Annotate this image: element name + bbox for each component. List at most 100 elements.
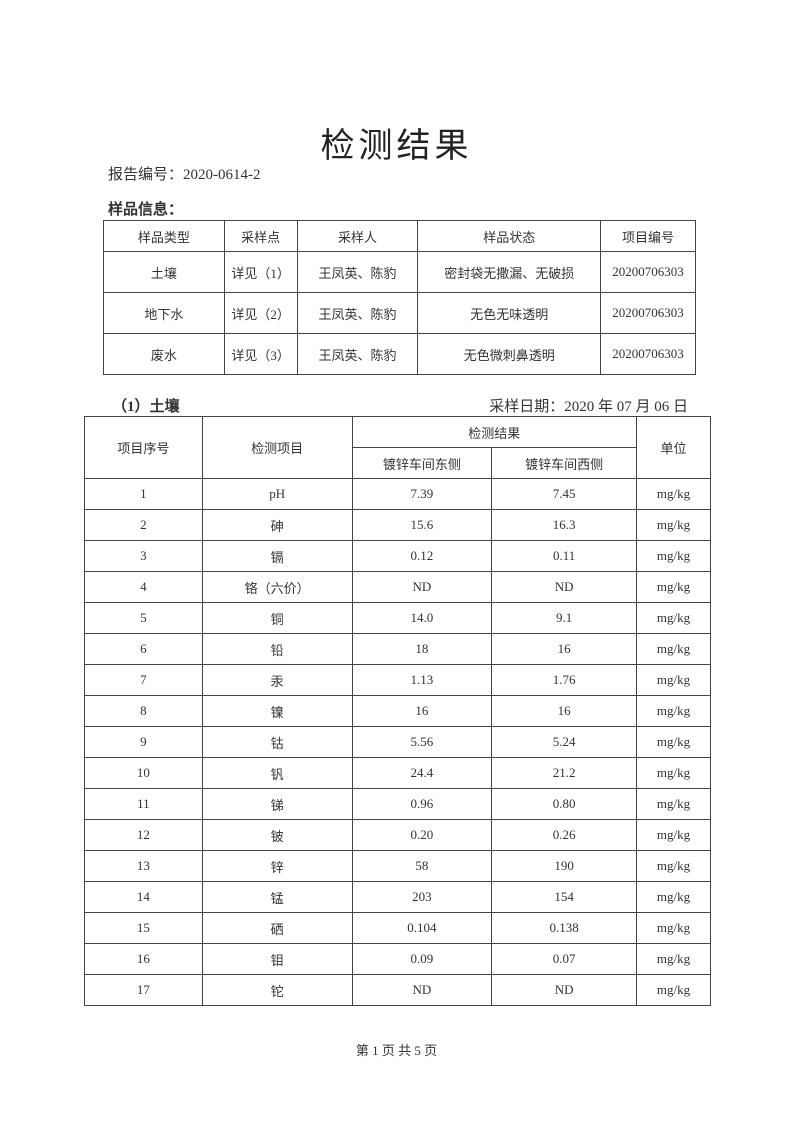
table-cell: 王凤英、陈豹	[296, 333, 419, 375]
table-cell: 5	[84, 602, 203, 634]
page-footer: 第 1 页 共 5 页	[355, 1043, 438, 1058]
table-cell: mg/kg	[636, 881, 711, 913]
table-row: 地下水 详见（2） 王凤英、陈豹 无色无味透明 20200706303	[103, 292, 696, 334]
table-cell: 15	[84, 912, 203, 944]
table-cell: 镍	[201, 695, 353, 727]
table-row: 1 pH 7.39 7.45 mg/kg	[84, 478, 711, 510]
table-cell: 地下水	[103, 292, 225, 334]
table-cell: 无色无味透明	[417, 292, 602, 334]
sample-header-cell: 样品类型	[103, 220, 225, 252]
table-cell: 废水	[103, 333, 225, 375]
table-cell: 20200706303	[600, 333, 696, 375]
table-row: 2 砷 15.6 16.3 mg/kg	[84, 509, 711, 541]
table-cell: 16	[491, 633, 638, 665]
table-cell: 钼	[201, 943, 353, 975]
section-label: （1）土壤	[112, 399, 180, 415]
table-cell: 0.80	[491, 788, 638, 820]
table-cell: 1.76	[491, 664, 638, 696]
table-cell: 王凤英、陈豹	[296, 251, 419, 293]
header-item: 检测项目	[201, 416, 353, 479]
table-cell: 16.3	[491, 509, 638, 541]
table-cell: 5.56	[351, 726, 493, 758]
table-cell: 1.13	[351, 664, 493, 696]
table-cell: 0.11	[491, 540, 638, 572]
table-cell: mg/kg	[636, 571, 711, 603]
sample-header-cell: 采样人	[296, 220, 419, 252]
table-cell: 154	[491, 881, 638, 913]
table-cell: 4	[84, 571, 203, 603]
table-cell: 钴	[201, 726, 353, 758]
table-cell: mg/kg	[636, 943, 711, 975]
table-cell: 9	[84, 726, 203, 758]
header-results: 检测结果	[351, 416, 638, 448]
table-cell: mg/kg	[636, 912, 711, 944]
table-cell: mg/kg	[636, 757, 711, 789]
table-cell: 7	[84, 664, 203, 696]
sample-table-header: 样品类型 采样点 采样人 样品状态 项目编号	[103, 220, 696, 252]
table-cell: 2	[84, 509, 203, 541]
table-cell: mg/kg	[636, 664, 711, 696]
table-row: 6 铅 18 16 mg/kg	[84, 633, 711, 665]
table-cell: mg/kg	[636, 850, 711, 882]
table-cell: 0.138	[491, 912, 638, 944]
table-cell: 24.4	[351, 757, 493, 789]
table-cell: 20200706303	[600, 251, 696, 293]
table-cell: 15.6	[351, 509, 493, 541]
table-cell: 锑	[201, 788, 353, 820]
page-title: 检测结果	[320, 128, 473, 165]
report-number: 报告编号：2020-0614-2	[108, 167, 261, 183]
table-cell: 密封袋无撒漏、无破损	[417, 251, 602, 293]
table-cell: 0.07	[491, 943, 638, 975]
table-cell: ND	[351, 571, 493, 603]
table-cell: 14	[84, 881, 203, 913]
table-cell: mg/kg	[636, 509, 711, 541]
table-cell: 11	[84, 788, 203, 820]
table-cell: 8	[84, 695, 203, 727]
header-unit: 单位	[636, 416, 711, 479]
table-row: 8 镍 16 16 mg/kg	[84, 695, 711, 727]
table-cell: 17	[84, 974, 203, 1006]
header-east: 镀锌车间东侧	[351, 447, 493, 479]
sample-info-label: 样品信息：	[108, 202, 184, 218]
table-cell: 21.2	[491, 757, 638, 789]
table-cell: 锌	[201, 850, 353, 882]
table-cell: 铍	[201, 819, 353, 851]
table-cell: 锰	[201, 881, 353, 913]
sample-header-cell: 采样点	[223, 220, 298, 252]
table-cell: 详见（3）	[223, 333, 298, 375]
table-cell: 3	[84, 540, 203, 572]
table-row: 5 铜 14.0 9.1 mg/kg	[84, 602, 711, 634]
table-cell: mg/kg	[636, 602, 711, 634]
results-table: 项目序号 检测项目 检测结果 单位 镀锌车间东侧 镀锌车间西侧 1 pH 7.39 7…	[84, 416, 711, 1006]
table-cell: mg/kg	[636, 974, 711, 1006]
sample-header-cell: 样品状态	[417, 220, 602, 252]
table-cell: 0.12	[351, 540, 493, 572]
table-row: 9 钴 5.56 5.24 mg/kg	[84, 726, 711, 758]
table-row: 3 镉 0.12 0.11 mg/kg	[84, 540, 711, 572]
table-cell: 16	[351, 695, 493, 727]
table-cell: 9.1	[491, 602, 638, 634]
table-cell: pH	[201, 478, 353, 510]
table-cell: 18	[351, 633, 493, 665]
table-cell: 58	[351, 850, 493, 882]
table-cell: 5.24	[491, 726, 638, 758]
table-cell: 14.0	[351, 602, 493, 634]
table-cell: mg/kg	[636, 819, 711, 851]
table-cell: 0.96	[351, 788, 493, 820]
table-cell: 0.09	[351, 943, 493, 975]
table-cell: 203	[351, 881, 493, 913]
table-cell: mg/kg	[636, 788, 711, 820]
table-cell: 铊	[201, 974, 353, 1006]
table-cell: mg/kg	[636, 726, 711, 758]
table-cell: ND	[351, 974, 493, 1006]
table-cell: 7.39	[351, 478, 493, 510]
table-cell: ND	[491, 974, 638, 1006]
table-row: 4 铬（六价） ND ND mg/kg	[84, 571, 711, 603]
table-row: 7 汞 1.13 1.76 mg/kg	[84, 664, 711, 696]
table-row: 10 钒 24.4 21.2 mg/kg	[84, 757, 711, 789]
table-cell: 13	[84, 850, 203, 882]
table-row: 废水 详见（3） 王凤英、陈豹 无色微刺鼻透明 20200706303	[103, 333, 696, 375]
table-row: 17 铊 ND ND mg/kg	[84, 974, 711, 1006]
table-cell: 详见（1）	[223, 251, 298, 293]
table-cell: 12	[84, 819, 203, 851]
